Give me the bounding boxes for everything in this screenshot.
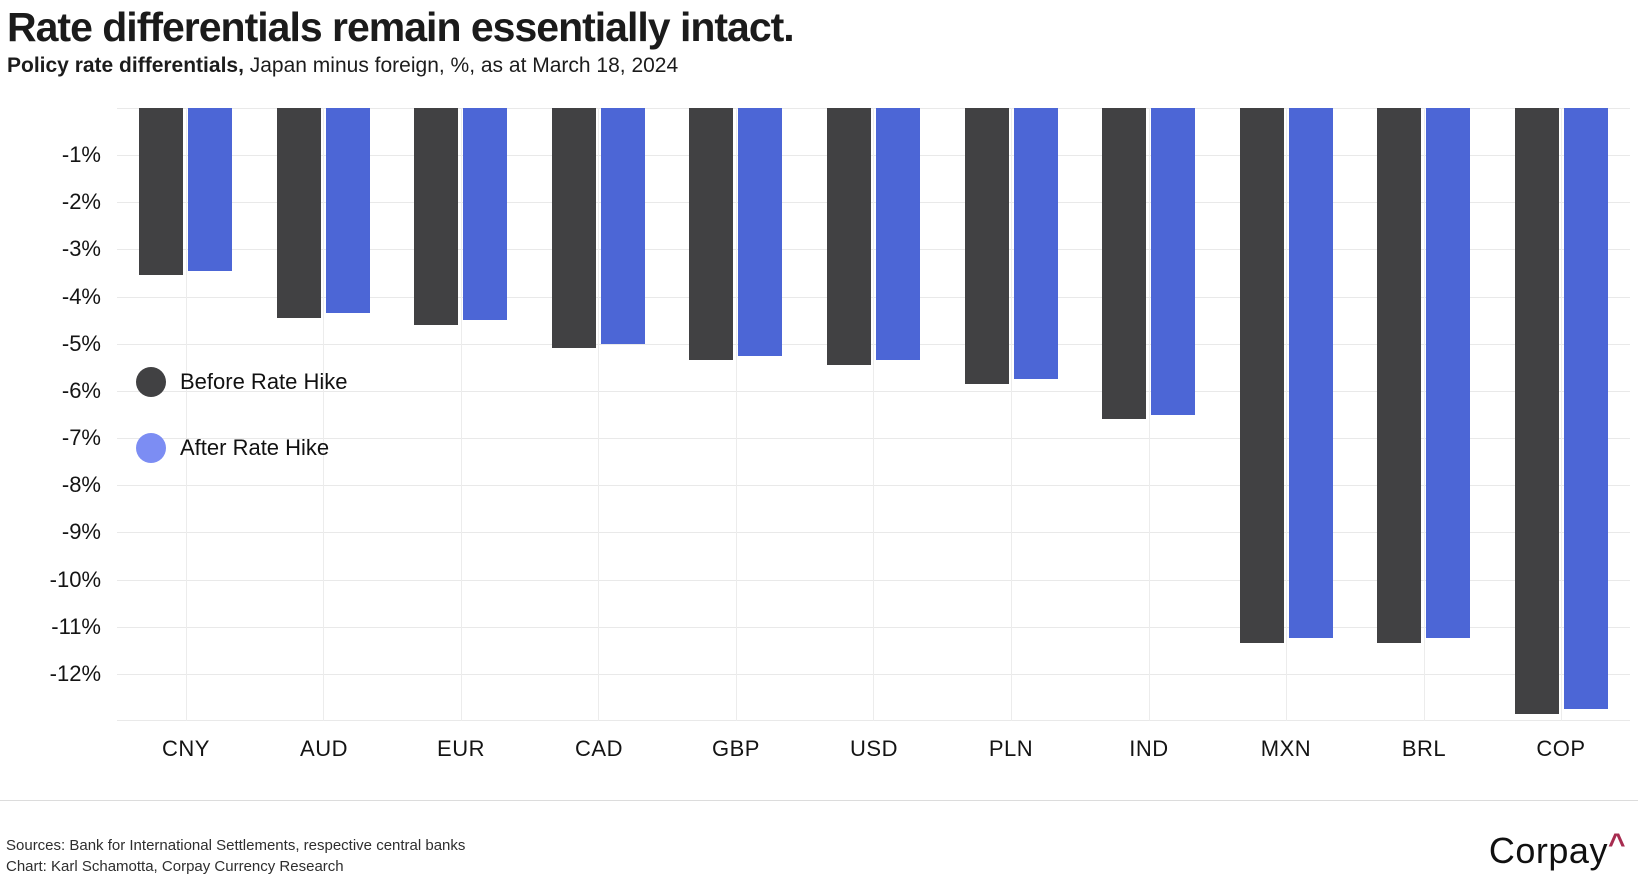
- gridline-v-CNY: [186, 108, 187, 721]
- bar-IND-before: [1102, 108, 1146, 419]
- y-tick-label-1: -1%: [61, 142, 101, 167]
- legend-item-before: Before Rate Hike: [136, 367, 348, 397]
- corpay-logo: Corpay^: [1488, 828, 1626, 872]
- chart-subtitle-rest: Japan minus foreign, %, as at March 18, …: [243, 54, 679, 77]
- bar-USD-after: [876, 108, 920, 360]
- x-tick-label-COP: COP: [1536, 736, 1586, 761]
- chart-subtitle: Policy rate differentials, Japan minus f…: [7, 54, 678, 78]
- gridline-v-IND: [1149, 108, 1150, 721]
- y-tick-label-9: -9%: [61, 519, 101, 544]
- gridline-v-GBP: [736, 108, 737, 721]
- y-tick-label-11: -11%: [51, 614, 101, 639]
- gridline-v-CAD: [598, 108, 599, 721]
- after-rate-hike-swatch: [136, 433, 166, 463]
- bar-USD-before: [827, 108, 871, 365]
- bar-CAD-after: [601, 108, 645, 344]
- bar-AUD-before: [277, 108, 321, 318]
- footer-divider: [0, 800, 1638, 801]
- bar-GBP-before: [689, 108, 733, 360]
- y-tick-label-12: -12%: [49, 661, 101, 686]
- bar-BRL-before: [1377, 108, 1421, 643]
- chart-title: Rate differentials remain essentially in…: [7, 4, 795, 50]
- y-tick-label-7: -7%: [61, 425, 101, 450]
- gridline-v-COP: [1561, 108, 1562, 721]
- chart-subtitle-lead: Policy rate differentials,: [7, 54, 244, 77]
- sources-note: Sources: Bank for International Settleme…: [6, 837, 466, 854]
- bar-PLN-before: [965, 108, 1009, 384]
- plot-area: [117, 108, 1630, 721]
- legend-item-after: After Rate Hike: [136, 433, 348, 463]
- gridline-v-BRL: [1424, 108, 1425, 721]
- bar-CNY-after: [188, 108, 232, 271]
- y-tick-label-10: -10%: [49, 567, 101, 592]
- x-tick-label-PLN: PLN: [988, 736, 1034, 761]
- gridline-v-MXN: [1286, 108, 1287, 721]
- bar-BRL-after: [1426, 108, 1470, 638]
- chart-credit-note: Chart: Karl Schamotta, Corpay Currency R…: [6, 858, 344, 875]
- y-tick-label-2: -2%: [61, 189, 101, 214]
- bar-MXN-after: [1289, 108, 1333, 638]
- x-tick-label-MXN: MXN: [1260, 736, 1312, 761]
- x-axis: CNY AUD EUR CAD GBP USD PLN IND MXN BRL COP: [117, 736, 1630, 764]
- y-tick-label-6: -6%: [61, 378, 101, 403]
- x-tick-label-USD: USD: [850, 736, 898, 761]
- bar-PLN-after: [1014, 108, 1058, 379]
- bar-EUR-before: [414, 108, 458, 325]
- legend-label-after: After Rate Hike: [180, 435, 330, 460]
- x-tick-label-CAD: CAD: [575, 736, 623, 761]
- gridline-v-EUR: [461, 108, 462, 721]
- corpay-caret-icon: ^: [1607, 828, 1626, 861]
- bar-AUD-after: [326, 108, 370, 313]
- y-tick-label-5: -5%: [61, 331, 101, 356]
- bar-COP-before: [1515, 108, 1559, 714]
- bar-EUR-after: [463, 108, 507, 320]
- x-tick-label-GBP: GBP: [712, 736, 760, 761]
- corpay-logo-text: Corpay: [1488, 830, 1608, 871]
- legend-label-before: Before Rate Hike: [180, 369, 348, 394]
- x-tick-label-AUD: AUD: [300, 736, 348, 761]
- x-tick-label-EUR: EUR: [437, 736, 485, 761]
- gridline-v-AUD: [323, 108, 324, 721]
- x-tick-label-CNY: CNY: [162, 736, 210, 761]
- gridline-v-USD: [873, 108, 874, 721]
- x-tick-label-IND: IND: [1129, 736, 1169, 761]
- bar-MXN-before: [1240, 108, 1284, 643]
- bar-CAD-before: [552, 108, 596, 348]
- gridline-v-PLN: [1011, 108, 1012, 721]
- y-tick-label-8: -8%: [61, 472, 101, 497]
- bar-COP-after: [1564, 108, 1608, 709]
- before-rate-hike-swatch: [136, 367, 166, 397]
- x-tick-label-BRL: BRL: [1401, 736, 1447, 761]
- bar-CNY-before: [139, 108, 183, 275]
- legend: Before Rate Hike After Rate Hike: [136, 367, 348, 499]
- y-tick-label-3: -3%: [61, 236, 101, 261]
- y-tick-label-4: -4%: [61, 284, 101, 309]
- bar-GBP-after: [738, 108, 782, 356]
- bar-IND-after: [1151, 108, 1195, 415]
